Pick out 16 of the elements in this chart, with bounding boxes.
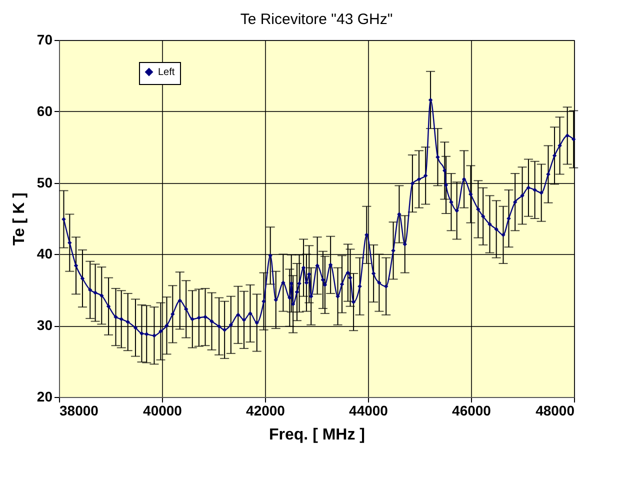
x-tick-label: 46000 [452,402,492,418]
x-tick-label: 48000 [536,402,575,418]
y-tick-label: 60 [36,102,53,119]
y-axis-title: Te [ K ] [10,192,28,246]
x-tick-label: 42000 [246,402,286,418]
x-tick-label: 40000 [143,402,182,418]
legend-label: Left [158,67,175,78]
y-tick-label: 50 [36,174,53,190]
y-tick-label: 20 [36,388,53,404]
y-tick-label: 70 [36,32,53,48]
y-tick-label: 30 [36,317,53,334]
x-tick-label: 38000 [60,402,99,418]
x-tick-label: 44000 [349,402,388,418]
x-axis-title: Freq. [ MHz ] [269,426,365,444]
chart-title: Te Ricevitore "43 GHz" [240,11,393,28]
y-tick-label: 40 [36,246,53,262]
